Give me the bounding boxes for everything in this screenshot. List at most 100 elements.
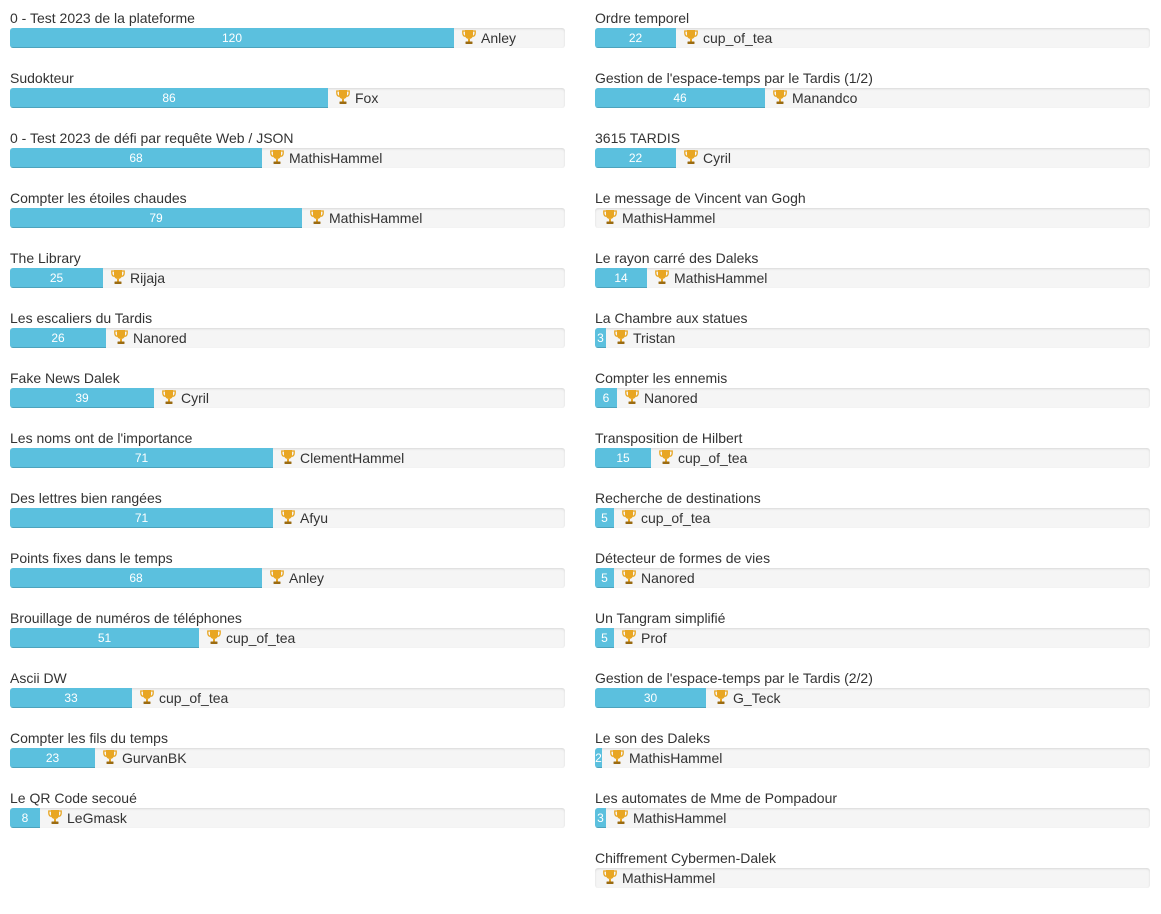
winner-label: MathisHammel [270,148,382,168]
challenge-item: Compter les étoiles chaudes 79 MathisHamme… [10,180,565,240]
winner-label: Fox [336,88,378,108]
challenge-title: Chiffrement Cybermen-Dalek [595,850,777,866]
score-progress-bar: 8 LeGmask [10,808,565,828]
challenge-title: Compter les ennemis [595,370,728,386]
winner-label: Afyu [281,508,328,528]
trophy-icon [207,629,221,645]
challenge-item: Les automates de Mme de Pompadour 3 Mathis… [595,780,1150,840]
winner-label: LeGmask [48,808,127,828]
trophy-icon [270,569,284,585]
challenge-title: Compter les étoiles chaudes [10,190,187,206]
score-bar-fill: 5 [595,508,614,528]
winner-name: MathisHammel [289,150,383,166]
challenge-title: Points fixes dans le temps [10,550,173,566]
score-bar-fill: 68 [10,568,262,588]
winner-name: MathisHammel [622,210,716,226]
challenge-item: Sudokteur 86 Fox [10,60,565,120]
winner-name: Rijaja [130,270,166,286]
challenge-item: La Chambre aux statues 3 Tristan [595,300,1150,360]
score-progress-bar: 25 Rijaja [10,268,565,288]
challenge-title: Les noms ont de l'importance [10,430,193,446]
challenge-item: Le QR Code secoué 8 LeGmask [10,780,565,840]
challenge-item: Chiffrement Cybermen-Dalek MathisHammel [595,840,1150,900]
winner-name: Prof [641,630,667,646]
trophy-icon [684,149,698,165]
score-bar-fill: 3 [595,808,606,828]
winner-label: Cyril [162,388,209,408]
score-bar-fill: 30 [595,688,706,708]
winner-label: GurvanBK [103,748,187,768]
challenge-title: Le QR Code secoué [10,790,137,806]
trophy-icon [622,629,636,645]
challenge-item: Le rayon carré des Daleks 14 MathisHammel [595,240,1150,300]
winner-label: MathisHammel [310,208,422,228]
winner-label: cup_of_tea [659,448,747,468]
winner-name: Tristan [633,330,676,346]
score-progress-bar: 33 cup_of_tea [10,688,565,708]
score-bar-fill: 8 [10,808,40,828]
winner-name: cup_of_tea [226,630,296,646]
score-progress-bar: 23 GurvanBK [10,748,565,768]
winner-label: Nanored [114,328,187,348]
score-progress-bar: MathisHammel [595,208,1150,228]
trophy-icon [336,89,350,105]
score-bar-fill: 71 [10,448,273,468]
score-progress-bar: 120 Anley [10,28,565,48]
challenge-item: Brouillage de numéros de téléphones 51 cup… [10,600,565,660]
score-progress-bar: 68 Anley [10,568,565,588]
winner-label: ClementHammel [281,448,404,468]
score-progress-bar: 71 Afyu [10,508,565,528]
winner-label: Anley [270,568,324,588]
challenge-item: Compter les fils du temps 23 GurvanBK [10,720,565,780]
winner-name: Anley [289,570,325,586]
challenge-title: Fake News Dalek [10,370,120,386]
winner-label: cup_of_tea [207,628,295,648]
trophy-icon [462,29,476,45]
score-progress-bar: 5 Prof [595,628,1150,648]
trophy-icon [603,209,617,225]
trophy-icon [714,689,728,705]
challenge-item: Un Tangram simplifié 5 Prof [595,600,1150,660]
score-progress-bar: 2 MathisHammel [595,748,1150,768]
winner-name: MathisHammel [633,810,727,826]
score-bar-fill: 46 [595,88,765,108]
challenge-item: 3615 TARDIS 22 Cyril [595,120,1150,180]
score-progress-bar: 86 Fox [10,88,565,108]
winner-label: Prof [622,628,667,648]
winner-name: MathisHammel [674,270,768,286]
score-progress-bar: 22 Cyril [595,148,1150,168]
challenge-item: Fake News Dalek 39 Cyril [10,360,565,420]
score-progress-bar: 3 MathisHammel [595,808,1150,828]
challenge-item: 0 - Test 2023 de défi par requête Web / … [10,120,565,180]
challenge-item: Le message de Vincent van Gogh MathisHamm… [595,180,1150,240]
trophy-icon [659,449,673,465]
score-progress-bar: 26 Nanored [10,328,565,348]
winner-label: MathisHammel [603,208,715,228]
winner-name: cup_of_tea [678,450,748,466]
challenge-item: Recherche de destinations 5 cup_of_tea [595,480,1150,540]
challenge-title: Gestion de l'espace-temps par le Tardis … [595,70,873,86]
winner-label: G_Teck [714,688,780,708]
challenge-title: Le son des Daleks [595,730,711,746]
challenge-title: Le rayon carré des Daleks [595,250,759,266]
winner-name: Fox [355,90,379,106]
score-bar-fill: 23 [10,748,95,768]
score-bar-fill: 86 [10,88,328,108]
score-progress-bar: 39 Cyril [10,388,565,408]
winner-label: MathisHammel [655,268,767,288]
score-progress-bar: 51 cup_of_tea [10,628,565,648]
challenge-item: Points fixes dans le temps 68 Anley [10,540,565,600]
challenge-title: The Library [10,250,81,266]
challenge-title: Ordre temporel [595,10,690,26]
challenge-item: The Library 25 Rijaja [10,240,565,300]
score-progress-bar: 30 G_Teck [595,688,1150,708]
challenge-item: 0 - Test 2023 de la plateforme 120 Anley [10,0,565,60]
challenge-title: Des lettres bien rangées [10,490,162,506]
trophy-icon [603,869,617,885]
trophy-icon [655,269,669,285]
winner-name: ClementHammel [300,450,405,466]
score-bar-fill: 68 [10,148,262,168]
trophy-icon [114,329,128,345]
winner-name: MathisHammel [629,750,723,766]
trophy-icon [625,389,639,405]
